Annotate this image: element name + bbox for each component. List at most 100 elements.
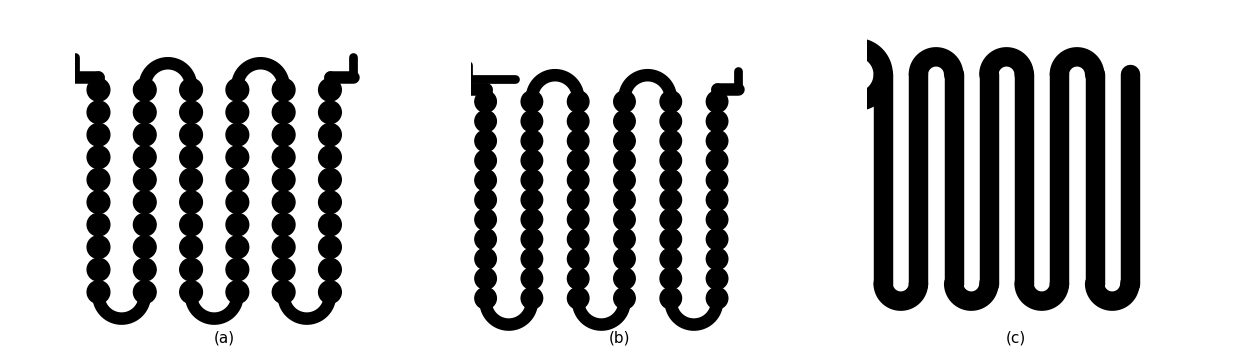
Text: (b): (b) <box>609 331 631 346</box>
Circle shape <box>521 248 543 270</box>
Circle shape <box>521 169 543 191</box>
Circle shape <box>568 268 589 289</box>
Circle shape <box>475 189 496 210</box>
Circle shape <box>134 168 156 191</box>
Circle shape <box>475 130 496 152</box>
Circle shape <box>521 209 543 230</box>
Circle shape <box>226 101 249 124</box>
Circle shape <box>319 101 341 124</box>
Circle shape <box>660 150 682 171</box>
Circle shape <box>226 258 249 281</box>
Circle shape <box>273 281 295 303</box>
Circle shape <box>180 124 202 146</box>
Circle shape <box>319 168 341 191</box>
Circle shape <box>521 288 543 309</box>
Circle shape <box>660 169 682 191</box>
Circle shape <box>475 209 496 230</box>
Circle shape <box>87 146 110 169</box>
Circle shape <box>319 124 341 146</box>
Circle shape <box>614 91 635 112</box>
Circle shape <box>273 258 295 281</box>
Circle shape <box>707 248 728 270</box>
Circle shape <box>614 209 635 230</box>
Circle shape <box>568 209 589 230</box>
Circle shape <box>614 228 635 250</box>
Circle shape <box>707 150 728 171</box>
Circle shape <box>660 130 682 152</box>
Circle shape <box>87 101 110 124</box>
Circle shape <box>87 191 110 214</box>
Circle shape <box>273 124 295 146</box>
Circle shape <box>475 288 496 309</box>
Circle shape <box>475 228 496 250</box>
Circle shape <box>273 213 295 236</box>
Circle shape <box>614 189 635 210</box>
Circle shape <box>707 268 728 289</box>
Circle shape <box>707 130 728 152</box>
Circle shape <box>568 228 589 250</box>
Circle shape <box>568 150 589 171</box>
Circle shape <box>614 150 635 171</box>
Circle shape <box>568 288 589 309</box>
Circle shape <box>614 268 635 289</box>
Circle shape <box>87 213 110 236</box>
Circle shape <box>614 288 635 309</box>
Circle shape <box>273 236 295 258</box>
Circle shape <box>180 168 202 191</box>
Circle shape <box>475 248 496 270</box>
Circle shape <box>614 169 635 191</box>
Circle shape <box>180 236 202 258</box>
Circle shape <box>521 268 543 289</box>
Circle shape <box>134 191 156 214</box>
Circle shape <box>226 191 249 214</box>
Circle shape <box>707 189 728 210</box>
Circle shape <box>180 78 202 101</box>
Circle shape <box>660 91 682 112</box>
Circle shape <box>180 213 202 236</box>
Circle shape <box>475 268 496 289</box>
Circle shape <box>87 78 110 101</box>
Circle shape <box>521 228 543 250</box>
Circle shape <box>226 168 249 191</box>
Circle shape <box>319 78 341 101</box>
Text: (c): (c) <box>1006 331 1027 346</box>
Circle shape <box>521 111 543 132</box>
Circle shape <box>707 228 728 250</box>
Circle shape <box>521 130 543 152</box>
Circle shape <box>475 91 496 112</box>
Circle shape <box>660 268 682 289</box>
Circle shape <box>180 101 202 124</box>
Circle shape <box>614 248 635 270</box>
Circle shape <box>180 146 202 169</box>
Circle shape <box>134 236 156 258</box>
Circle shape <box>180 191 202 214</box>
Circle shape <box>87 124 110 146</box>
Circle shape <box>226 281 249 303</box>
Circle shape <box>134 146 156 169</box>
Circle shape <box>660 288 682 309</box>
Circle shape <box>319 213 341 236</box>
Circle shape <box>319 146 341 169</box>
Circle shape <box>134 78 156 101</box>
Circle shape <box>475 150 496 171</box>
Circle shape <box>475 111 496 132</box>
Circle shape <box>614 130 635 152</box>
Circle shape <box>568 91 589 112</box>
Circle shape <box>521 91 543 112</box>
Circle shape <box>134 281 156 303</box>
Circle shape <box>707 288 728 309</box>
Circle shape <box>707 169 728 191</box>
Circle shape <box>660 111 682 132</box>
Circle shape <box>273 78 295 101</box>
Circle shape <box>568 111 589 132</box>
Circle shape <box>180 258 202 281</box>
Circle shape <box>87 258 110 281</box>
Circle shape <box>521 189 543 210</box>
Circle shape <box>568 189 589 210</box>
Circle shape <box>273 191 295 214</box>
Circle shape <box>87 281 110 303</box>
Circle shape <box>319 258 341 281</box>
Circle shape <box>707 209 728 230</box>
Circle shape <box>134 258 156 281</box>
Circle shape <box>273 101 295 124</box>
